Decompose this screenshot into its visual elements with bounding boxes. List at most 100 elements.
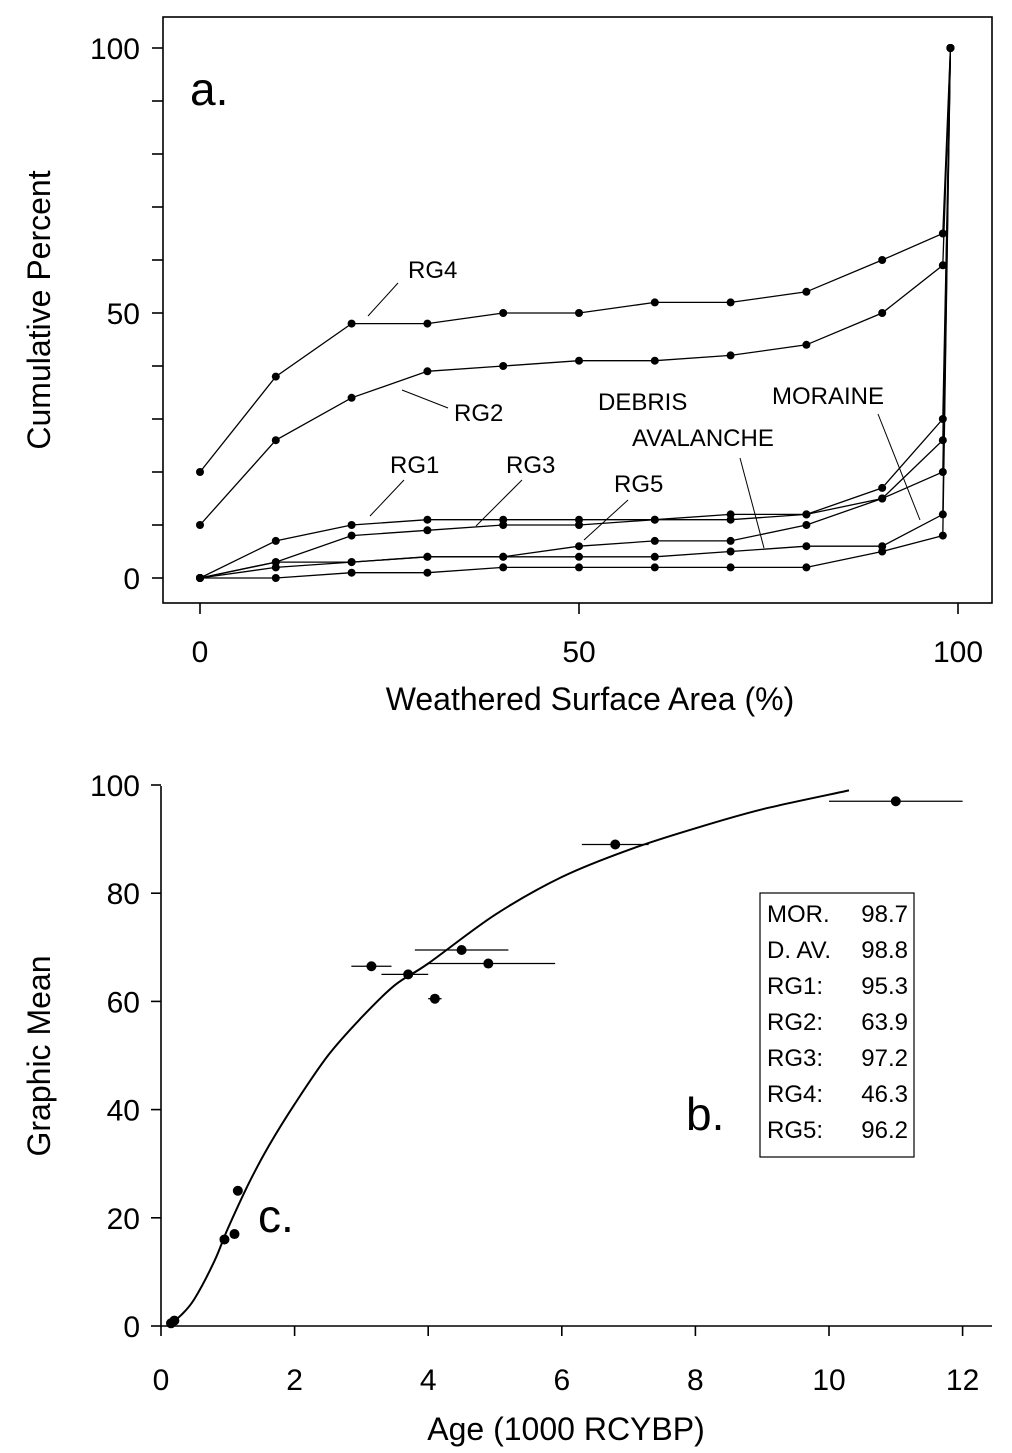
data-point xyxy=(196,521,204,529)
b-xtick-label: 2 xyxy=(286,1364,303,1397)
age-point xyxy=(229,1229,240,1240)
legend-box xyxy=(759,892,915,1158)
a-ytick-label: 0 xyxy=(123,563,140,596)
b-xtick-label: 4 xyxy=(420,1364,437,1397)
panel-a-xlabel: Weathered Surface Area (%) xyxy=(386,681,795,717)
age-point xyxy=(232,1185,243,1196)
avalanche-label: AVALANCHE xyxy=(632,425,774,452)
legend-label: RG2: xyxy=(767,1009,823,1036)
data-point xyxy=(229,1229,240,1240)
data-point xyxy=(347,393,356,402)
data-point xyxy=(650,563,659,572)
panel-b-label: b. xyxy=(686,1088,724,1140)
panel-a-annotations: RG4 RG2 RG1 RG3 RG5 DEBRIS AVALANCHE MOR… xyxy=(367,257,921,549)
data-point xyxy=(878,256,887,264)
data-point xyxy=(366,961,377,972)
fit-curve xyxy=(167,789,850,1327)
series-rg4 xyxy=(196,44,955,476)
b-xtick-label: 0 xyxy=(153,1364,170,1397)
data-point xyxy=(271,536,280,545)
data-point xyxy=(610,839,621,850)
data-point xyxy=(271,372,280,381)
data-point xyxy=(946,44,955,52)
data-point xyxy=(878,483,887,492)
data-point xyxy=(650,298,659,307)
panel-a-frame xyxy=(162,16,993,604)
data-point xyxy=(802,521,811,529)
legend-label: D. AV. xyxy=(767,937,831,964)
data-point xyxy=(499,309,508,317)
data-point xyxy=(726,298,735,307)
rg5-leader xyxy=(583,499,629,541)
legend-value: 98.8 xyxy=(861,937,908,964)
rg2-leader xyxy=(401,389,449,409)
data-point xyxy=(196,468,204,476)
panel-b-xlabel: Age (1000 RCYBP) xyxy=(427,1411,704,1447)
panel-a-ylabel: Cumulative Percent xyxy=(21,170,57,449)
data-point xyxy=(169,1315,180,1326)
data-point xyxy=(347,531,356,540)
data-point xyxy=(938,261,947,270)
data-point xyxy=(575,542,583,551)
data-point xyxy=(575,356,583,365)
age-point xyxy=(581,839,649,850)
rg3-leader xyxy=(475,479,523,527)
data-point xyxy=(271,436,280,445)
legend-value: 96.2 xyxy=(861,1117,908,1144)
legend-value: 46.3 xyxy=(861,1081,908,1108)
data-point xyxy=(483,958,494,969)
legend-label: RG3: xyxy=(767,1045,823,1072)
data-point xyxy=(499,552,508,561)
a-ytick-label: 50 xyxy=(107,298,140,331)
data-point xyxy=(403,969,414,980)
data-point xyxy=(878,547,887,556)
panel-b-ylabel: Graphic Mean xyxy=(21,956,57,1157)
data-point xyxy=(650,552,659,561)
data-point xyxy=(347,568,356,577)
data-point xyxy=(423,515,432,524)
age-point xyxy=(428,993,442,1004)
a-xtick-label: 100 xyxy=(933,636,983,669)
avalanche-leader xyxy=(739,457,765,549)
data-point xyxy=(650,536,659,545)
data-point xyxy=(802,542,811,551)
series-line-rg2 xyxy=(199,47,952,526)
b-ytick-label: 80 xyxy=(107,878,140,911)
b-xtick-label: 8 xyxy=(687,1364,704,1397)
a-xtick-label: 0 xyxy=(192,636,209,669)
data-point xyxy=(575,552,583,561)
b-xtick-label: 10 xyxy=(812,1364,845,1397)
legend-label: MOR. xyxy=(767,901,830,928)
age-point xyxy=(381,969,429,980)
data-point xyxy=(938,531,947,540)
data-point xyxy=(271,574,280,582)
rg4-label: RG4 xyxy=(408,257,457,284)
data-point xyxy=(726,547,735,556)
legend-value: 95.3 xyxy=(861,973,908,1000)
debris-label: DEBRIS xyxy=(598,389,687,416)
legend-label: RG1: xyxy=(767,973,823,1000)
b-ytick-label: 0 xyxy=(123,1311,140,1344)
age-point xyxy=(428,958,556,969)
age-point xyxy=(414,945,509,956)
data-point xyxy=(878,309,887,317)
moraine-label: MORAINE xyxy=(772,383,884,410)
data-point xyxy=(802,287,811,296)
data-point xyxy=(423,319,432,328)
moraine-leader xyxy=(877,413,921,521)
data-point xyxy=(938,468,947,476)
data-point xyxy=(802,563,811,572)
age-point xyxy=(219,1234,230,1245)
age-point xyxy=(829,796,963,807)
data-point xyxy=(219,1234,230,1245)
legend-value: 97.2 xyxy=(861,1045,908,1072)
rg5-label: RG5 xyxy=(614,471,663,498)
data-point xyxy=(347,319,356,328)
series-line-rg1 xyxy=(199,47,952,579)
data-point xyxy=(802,340,811,349)
data-point xyxy=(196,574,204,582)
data-point xyxy=(423,552,432,561)
age-point xyxy=(351,961,392,972)
